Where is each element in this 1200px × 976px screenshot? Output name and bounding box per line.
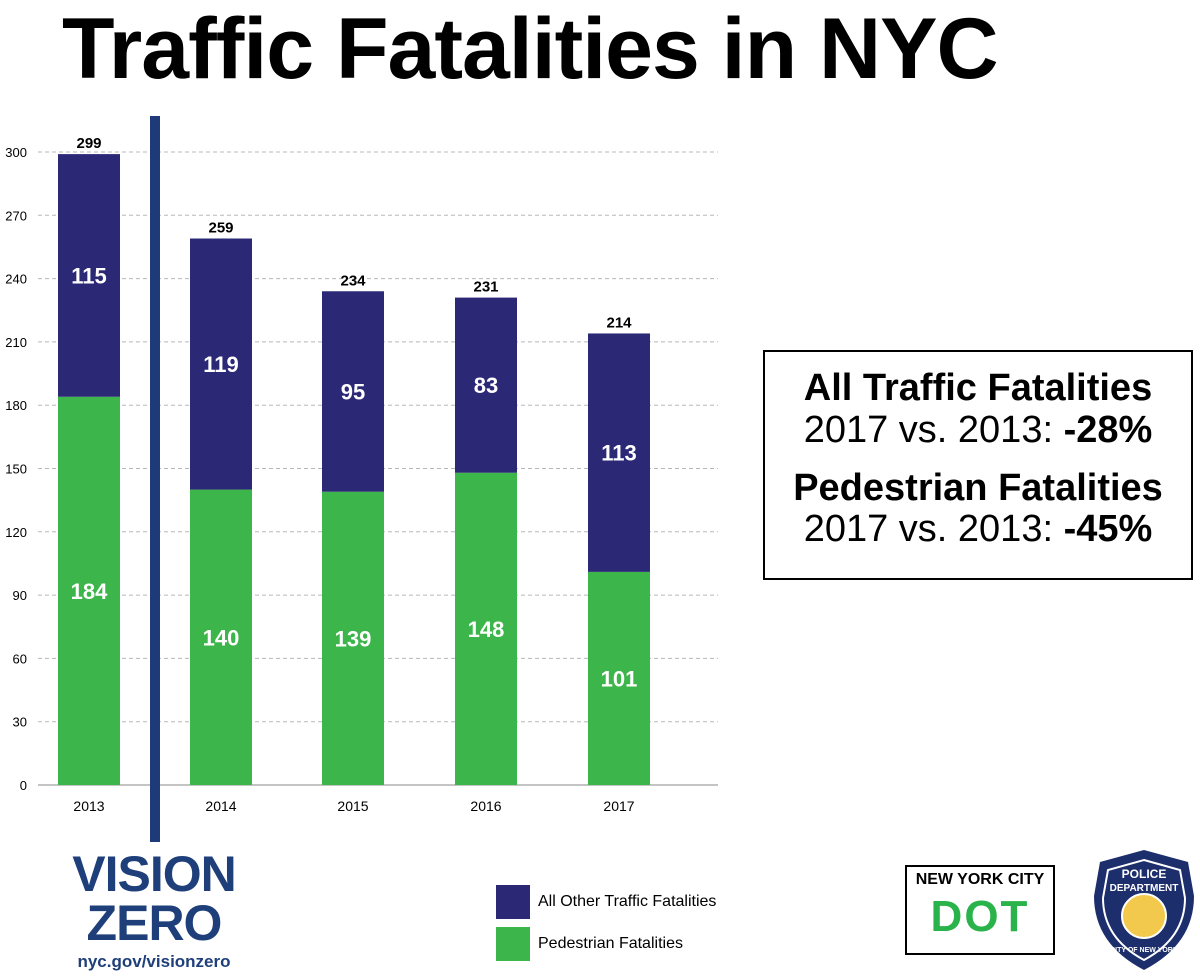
bar-other xyxy=(190,238,252,490)
x-axis-labels: 2013 2014 2015 2016 2017 xyxy=(73,798,634,814)
bar-total-label: 214 xyxy=(606,314,632,331)
legend-item-other: All Other Traffic Fatalities xyxy=(496,885,716,919)
summary-box: All Traffic Fatalities 2017 vs. 2013: -2… xyxy=(763,350,1193,580)
vision-zero-line2: ZERO xyxy=(86,895,223,951)
pedestrian-change-value: -45% xyxy=(1063,508,1153,551)
y-tick-label: 240 xyxy=(5,272,27,287)
bar-pedestrian xyxy=(455,472,517,785)
nypd-logo-mid: DEPARTMENT xyxy=(1110,883,1179,894)
bar-total-label: 299 xyxy=(76,135,101,152)
y-tick-label: 210 xyxy=(5,335,27,350)
bar-label-pedestrian: 148 xyxy=(468,617,505,642)
page-title: Traffic Fatalities in NYC xyxy=(62,1,999,97)
chart-legend: All Other Traffic Fatalities Pedestrian … xyxy=(496,885,716,969)
dot-logo-top: NEW YORK CITY xyxy=(915,871,1045,888)
bar-pedestrian xyxy=(58,396,120,785)
bar-pedestrian xyxy=(588,571,650,785)
legend-item-pedestrian: Pedestrian Fatalities xyxy=(496,927,716,961)
y-tick-label: 60 xyxy=(13,651,27,666)
vision-zero-url: nyc.gov/visionzero xyxy=(77,952,231,971)
nyc-dot-logo: NEW YORK CITY DOT xyxy=(905,865,1055,955)
y-tick-label: 180 xyxy=(5,398,27,413)
bar-other xyxy=(588,333,650,572)
bar-label-pedestrian: 139 xyxy=(335,626,372,651)
bar-total-label: 259 xyxy=(208,220,233,237)
vision-zero-line1: VISION xyxy=(72,846,236,902)
x-tick-label: 2014 xyxy=(205,798,236,814)
nypd-shield-logo: POLICE DEPARTMENT CITY OF NEW YORK xyxy=(1094,850,1194,970)
dot-logo-word: DOT xyxy=(930,892,1030,941)
y-tick-label: 30 xyxy=(13,715,27,730)
pedestrian-heading: Pedestrian Fatalities xyxy=(793,466,1163,509)
bar-label-other: 113 xyxy=(601,441,637,466)
y-axis-ticks: 0 30 60 90 120 150 180 210 240 270 300 xyxy=(5,145,27,793)
y-tick-label: 90 xyxy=(13,588,27,603)
y-tick-label: 150 xyxy=(5,462,27,477)
pedestrian-change: 2017 vs. 2013: -45% xyxy=(765,508,1191,551)
bar-total-label: 234 xyxy=(340,272,366,289)
all-traffic-change-label: 2017 vs. 2013: xyxy=(803,408,1064,451)
x-tick-label: 2017 xyxy=(603,798,634,814)
bar-labels: 184 115 299 140 119 259 139 95 234 148 83 231 101 113… xyxy=(71,135,638,691)
x-tick-label: 2015 xyxy=(337,798,368,814)
y-tick-label: 120 xyxy=(5,525,27,540)
bars xyxy=(58,154,650,785)
bar-other xyxy=(455,297,517,473)
y-tick-label: 270 xyxy=(5,208,27,223)
nypd-logo-top: POLICE xyxy=(1122,867,1167,881)
bar-label-other: 95 xyxy=(341,379,365,404)
bar-label-pedestrian: 184 xyxy=(71,579,108,604)
bar-other xyxy=(58,154,120,397)
stacked-bar-chart: 0 30 60 90 120 150 180 210 240 270 300 184 115 299 14… xyxy=(5,116,718,842)
x-tick-label: 2016 xyxy=(470,798,501,814)
x-tick-label: 2013 xyxy=(73,798,104,814)
pedestrian-change-label: 2017 vs. 2013: xyxy=(803,508,1064,551)
all-traffic-change-value: -28% xyxy=(1063,408,1153,451)
y-tick-label: 300 xyxy=(5,145,27,160)
bar-other xyxy=(322,291,384,492)
bar-pedestrian xyxy=(190,489,252,785)
legend-swatch-other xyxy=(496,885,530,919)
bar-pedestrian xyxy=(322,491,384,785)
vision-zero-logo: VISION ZERO nyc.gov/visionzero xyxy=(64,846,244,972)
legend-swatch-pedestrian xyxy=(496,927,530,961)
bar-label-pedestrian: 140 xyxy=(203,625,240,650)
bar-label-other: 115 xyxy=(71,263,107,288)
legend-label-other: All Other Traffic Fatalities xyxy=(538,893,717,910)
bar-label-pedestrian: 101 xyxy=(601,666,638,691)
all-traffic-change: 2017 vs. 2013: -28% xyxy=(765,408,1191,452)
bar-label-other: 119 xyxy=(203,352,239,377)
bar-label-other: 83 xyxy=(474,373,498,398)
legend-label-pedestrian: Pedestrian Fatalities xyxy=(538,935,683,952)
nypd-logo-bottom: CITY OF NEW YORK xyxy=(1110,947,1178,954)
all-traffic-heading: All Traffic Fatalities xyxy=(803,367,1153,409)
bar-total-label: 231 xyxy=(473,279,498,296)
y-tick-label: 0 xyxy=(20,778,27,793)
